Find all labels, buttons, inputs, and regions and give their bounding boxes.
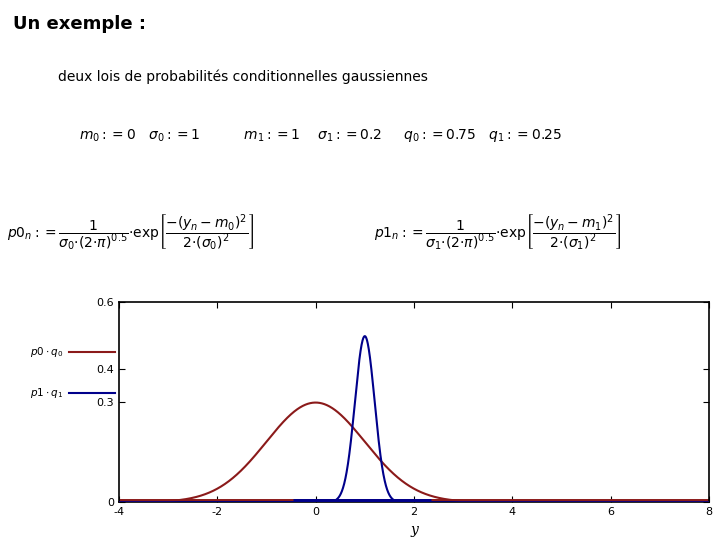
Text: $m_0 := 0$   $\sigma_0 := 1$          $m_1 := 1$    $\sigma_1 := 0.2$     $q_0 :: $m_0 := 0$ $\sigma_0 := 1$ $m_1 := 1$ $\… bbox=[79, 127, 562, 144]
Text: deux lois de probabilités conditionnelles gaussiennes: deux lois de probabilités conditionnelle… bbox=[58, 70, 428, 84]
Text: Un exemple :: Un exemple : bbox=[13, 15, 146, 33]
Text: $p1_n := \dfrac{1}{\sigma_1{\cdot}(2{\cdot}\pi)^{0.5}}{\cdot}\exp\!\left[\dfrac{: $p1_n := \dfrac{1}{\sigma_1{\cdot}(2{\cd… bbox=[374, 212, 621, 253]
X-axis label: y: y bbox=[410, 523, 418, 537]
Text: $p0_n := \dfrac{1}{\sigma_0{\cdot}(2{\cdot}\pi)^{0.5}}{\cdot}\exp\!\left[\dfrac{: $p0_n := \dfrac{1}{\sigma_0{\cdot}(2{\cd… bbox=[7, 212, 254, 253]
Text: $p1 \cdot q_1$: $p1 \cdot q_1$ bbox=[30, 386, 63, 400]
Text: $p0 \cdot q_0$: $p0 \cdot q_0$ bbox=[30, 345, 63, 359]
